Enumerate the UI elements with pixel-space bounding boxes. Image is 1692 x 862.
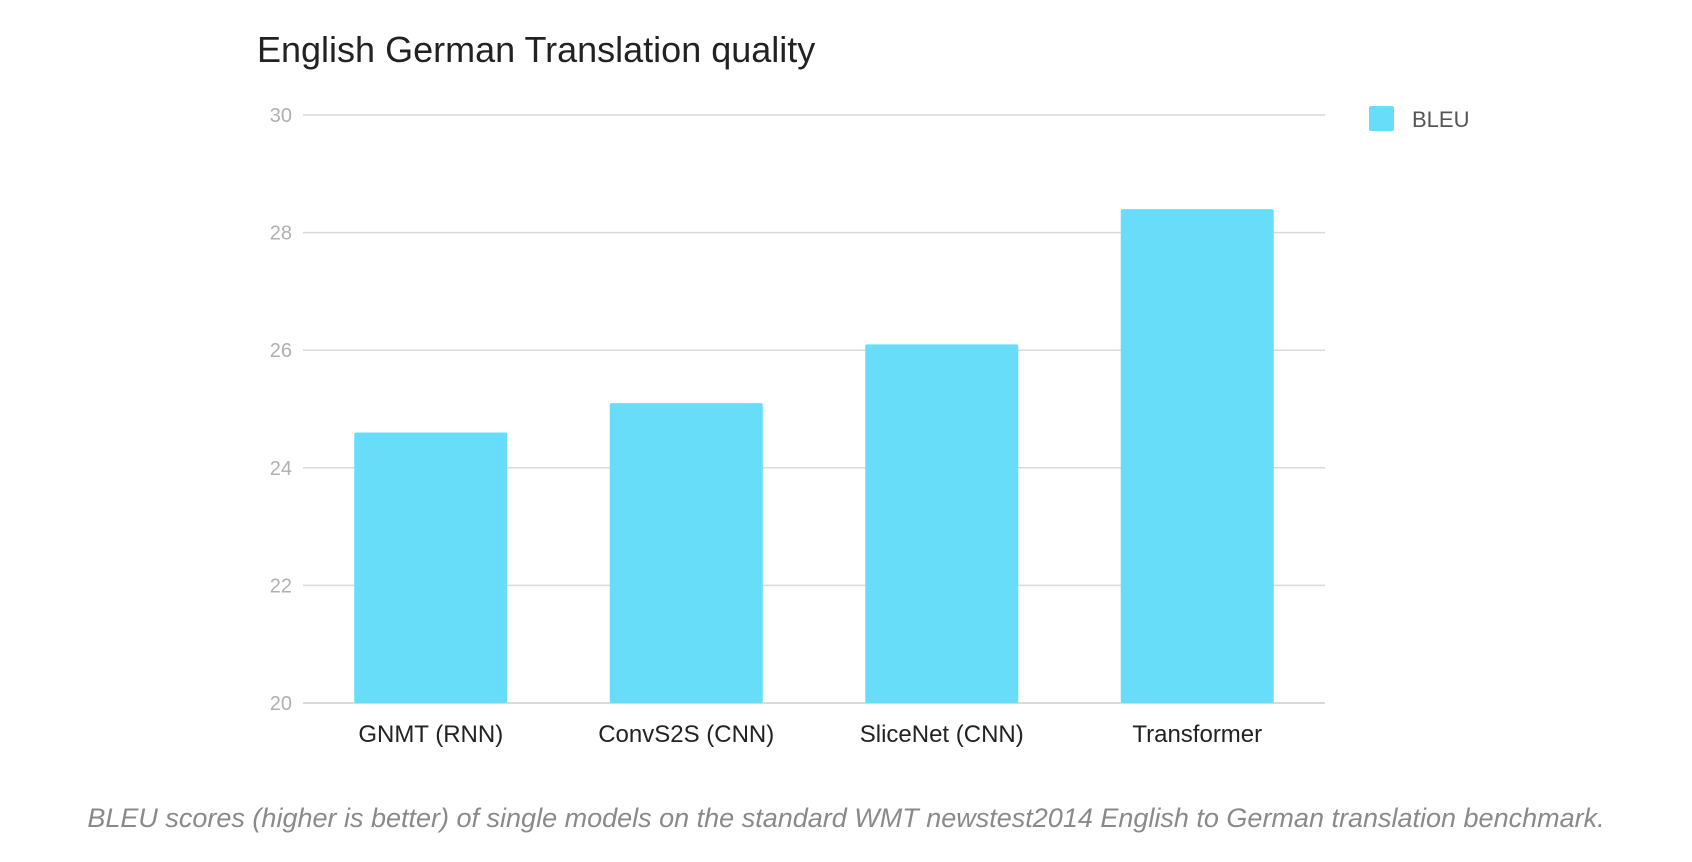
bar bbox=[1120, 209, 1274, 703]
y-tick-label: 24 bbox=[270, 458, 292, 480]
x-category-label: SliceNet (CNN) bbox=[860, 721, 1024, 748]
legend: BLEU bbox=[1369, 106, 1469, 132]
bars bbox=[354, 209, 1274, 703]
y-axis-tick-labels: 20 22 24 26 28 30 bbox=[270, 105, 292, 715]
y-tick-label: 30 bbox=[270, 105, 292, 127]
bar bbox=[865, 344, 1019, 703]
legend-swatch bbox=[1369, 106, 1394, 131]
y-tick-label: 20 bbox=[270, 693, 292, 715]
x-axis-category-labels: GNMT (RNN) ConvS2S (CNN) SliceNet (CNN) Tra… bbox=[358, 721, 1262, 748]
legend-label: BLEU bbox=[1412, 107, 1469, 132]
bar-chart: English German Translation quality 20222… bbox=[257, 29, 1469, 748]
y-tick-label: 22 bbox=[270, 575, 292, 597]
y-tick-label: 26 bbox=[270, 340, 292, 362]
figure-caption: BLEU scores (higher is better) of single… bbox=[87, 803, 1605, 833]
x-category-label: GNMT (RNN) bbox=[358, 721, 503, 748]
y-tick-label: 28 bbox=[270, 223, 292, 245]
x-category-label: ConvS2S (CNN) bbox=[598, 721, 774, 748]
bar bbox=[609, 403, 763, 703]
chart-title: English German Translation quality bbox=[257, 29, 815, 70]
x-category-label: Transformer bbox=[1132, 721, 1262, 748]
bar bbox=[354, 432, 508, 703]
